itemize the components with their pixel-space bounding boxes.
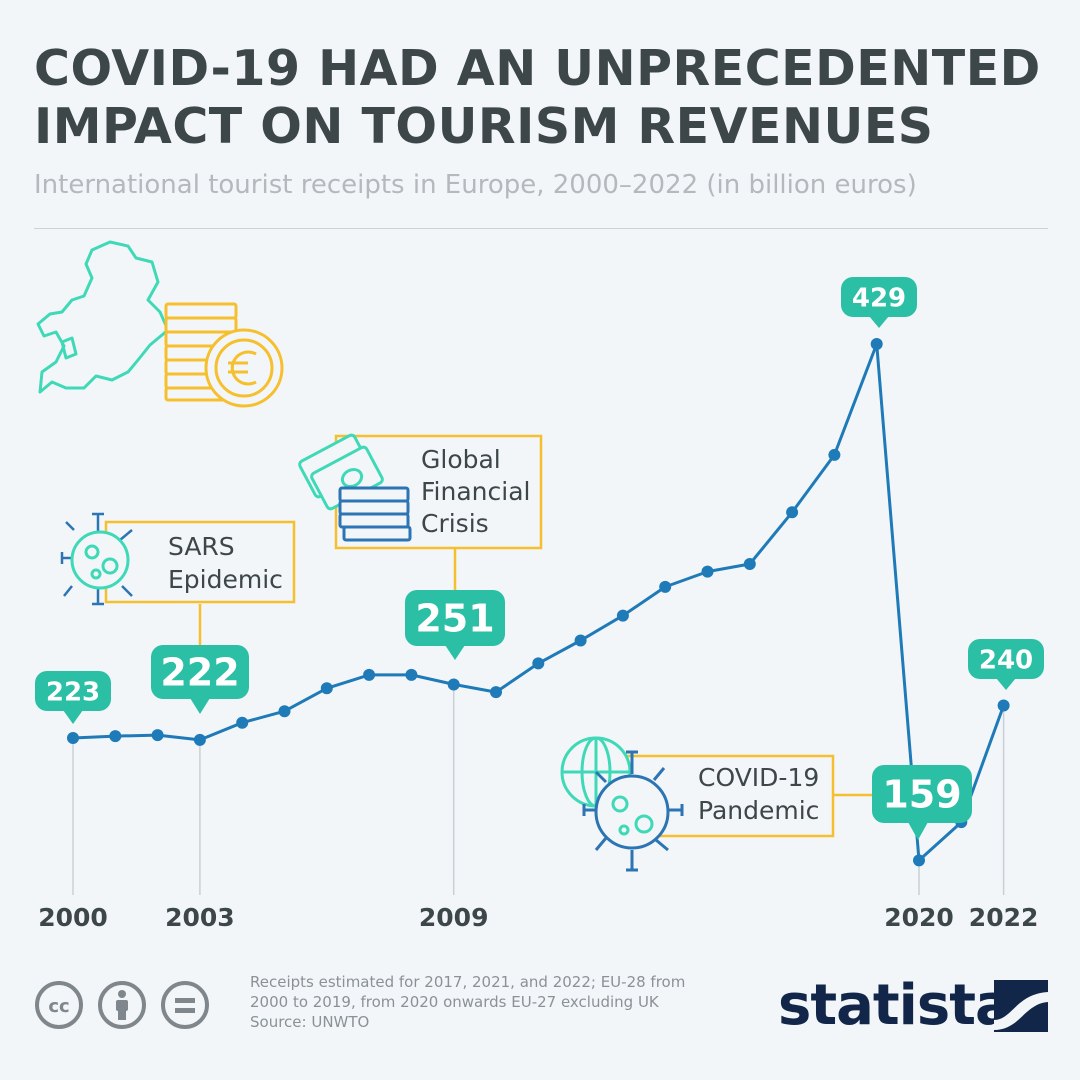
data-point-2009: [447, 678, 460, 691]
gfc-annotation-line-1: Global: [421, 445, 501, 474]
x-tick-2020: 2020: [884, 903, 954, 932]
data-point-2019: [870, 338, 883, 350]
title-line-1: COVID-19 HAD AN UNPRECEDENTED: [34, 40, 1041, 97]
page-title: COVID-19 HAD AN UNPRECEDENTED IMPACT ON …: [34, 40, 1044, 156]
data-point-2011: [532, 657, 545, 670]
value-label-2020: 159: [882, 773, 961, 817]
coins-stack-icon: [164, 302, 284, 408]
data-point-2003: [193, 733, 206, 746]
data-point-2010: [490, 686, 502, 699]
equals-icon: [160, 980, 210, 1034]
data-point-2004: [236, 716, 249, 729]
coronavirus-icon: [582, 750, 684, 872]
data-point-2016: [743, 557, 756, 570]
x-axis-tick-labels: 2000 2003 2009 2020 2022: [38, 903, 1038, 932]
europe-map-icon: [36, 240, 170, 394]
data-point-2022: [997, 699, 1010, 712]
person-icon: [97, 980, 147, 1034]
value-label-2019: 429: [852, 283, 906, 313]
data-point-2014: [659, 580, 672, 593]
data-point-2002: [151, 729, 164, 742]
value-label-2022: 240: [979, 645, 1033, 675]
gfc-annotation-line-3: Crisis: [421, 509, 489, 538]
banknotes-icon: [298, 433, 384, 511]
data-point-2013: [616, 609, 629, 622]
data-point-2012: [574, 634, 587, 647]
value-bubble-2000: 223: [35, 671, 111, 724]
data-point-2000: [67, 732, 79, 744]
value-bubble-2022: 240: [968, 639, 1044, 690]
license-icons: cc: [34, 980, 218, 1032]
data-point-2006: [320, 682, 333, 695]
value-bubble-2003: 222: [151, 645, 249, 714]
euro-sign-icon: [228, 350, 257, 386]
gfc-annotation: Global Financial Crisis: [298, 433, 543, 590]
brand-logo[interactable]: statista: [778, 973, 1013, 1038]
sars-annotation-line-1: SARS: [168, 532, 235, 561]
x-tick-2000: 2000: [38, 903, 108, 932]
value-label-2009: 251: [415, 597, 494, 641]
sars-annotation-line-2: Epidemic: [168, 565, 283, 594]
data-point-2015: [701, 565, 714, 578]
value-label-2000: 223: [46, 677, 100, 707]
data-point-2018: [828, 448, 841, 461]
data-point-2017: [786, 506, 799, 519]
coin-stack-icon: [338, 486, 412, 542]
footnote-line-2: 2000 to 2019, from 2020 onwards EU-27 ex…: [250, 993, 659, 1011]
x-tick-2022: 2022: [969, 903, 1039, 932]
title-line-2: IMPACT ON TOURISM REVENUES: [34, 98, 934, 155]
statista-logo-icon: [994, 980, 1048, 1032]
subtitle: International tourist receipts in Europe…: [34, 170, 917, 200]
cc-icon: cc: [34, 980, 84, 1034]
covid-annotation-line-1: COVID-19: [698, 763, 819, 792]
footnote-line-1: Receipts estimated for 2017, 2021, and 2…: [250, 973, 686, 991]
value-bubble-2019: 429: [841, 277, 917, 328]
footnote: Receipts estimated for 2017, 2021, and 2…: [250, 972, 750, 1032]
gfc-annotation-line-2: Financial: [421, 477, 530, 506]
header-divider: [34, 228, 1048, 229]
covid-annotation: COVID-19 Pandemic: [560, 736, 875, 872]
series-points: [67, 338, 1010, 867]
value-bubble-2020: 159: [872, 765, 972, 840]
source-note: Source: UNWTO: [250, 1013, 370, 1031]
value-label-2003: 222: [160, 651, 239, 695]
data-point-2020: [913, 854, 925, 867]
sars-annotation: SARS Epidemic: [60, 512, 296, 645]
x-tick-2003: 2003: [165, 903, 235, 932]
value-bubbles: 223 222 251 429 159 240: [35, 277, 1044, 840]
virus-icon: [60, 512, 133, 606]
year-guide-lines: [72, 684, 1005, 895]
x-tick-2009: 2009: [419, 903, 489, 932]
data-point-2001: [109, 730, 122, 743]
data-point-2008: [405, 668, 418, 681]
value-bubble-2009: 251: [405, 590, 505, 660]
svg-text:cc: cc: [48, 996, 69, 1017]
data-point-2005: [278, 705, 291, 718]
data-point-2007: [363, 668, 376, 681]
covid-annotation-line-2: Pandemic: [698, 796, 819, 825]
